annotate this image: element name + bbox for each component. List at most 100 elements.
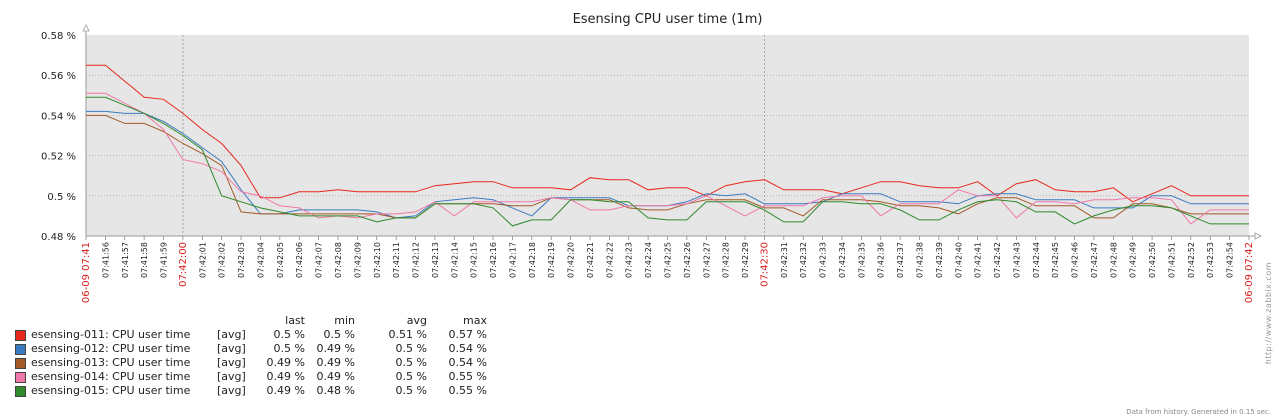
chart-area: Esensing CPU user time (1m) 0.58 % 0.56 % 0… — [41, 12, 1262, 303]
chart-title: Esensing CPU user time (1m) — [573, 12, 763, 27]
x-tick-label: 07:42:11 — [392, 242, 401, 278]
legend-series-max: 0.55 % — [448, 370, 487, 383]
legend-series-fn: [avg] — [217, 328, 246, 341]
x-tick-label: 07:42:26 — [683, 242, 692, 278]
x-tick-label: 07:42:27 — [702, 242, 711, 278]
x-tick-label: 07:42:04 — [256, 242, 265, 278]
legend-series-last: 0.49 % — [266, 356, 305, 369]
legend-series-max: 0.57 % — [448, 328, 487, 341]
x-tick-label: 07:42:09 — [353, 242, 362, 278]
legend-swatch — [15, 344, 26, 355]
x-tick-label: 07:42:54 — [1226, 242, 1235, 278]
x-tick-label: 07:42:41 — [974, 242, 983, 278]
legend-series-name: esensing-014: CPU user time — [31, 370, 191, 383]
x-axis-arrow — [1254, 232, 1262, 240]
legend-series-last: 0.5 % — [273, 328, 305, 341]
legend-series-max: 0.54 % — [448, 356, 487, 369]
x-tick-label: 07:42:24 — [644, 242, 653, 278]
legend-col-min: min — [334, 314, 355, 327]
x-tick-label: 07:42:08 — [334, 242, 343, 278]
x-tick-label: 07:42:31 — [780, 242, 789, 278]
legend-swatch — [15, 372, 26, 383]
x-tick-label: 07:42:33 — [819, 242, 828, 278]
legend-series-last: 0.5 % — [273, 342, 305, 355]
series-line-4 — [86, 92, 1249, 225]
x-tick-label: 07:42:42 — [993, 242, 1002, 278]
legend-series-avg: 0.5 % — [395, 342, 427, 355]
series-line-5 — [86, 96, 1249, 227]
x-tick-label: 07:42:51 — [1167, 242, 1176, 278]
x-tick-label: 07:42:14 — [450, 242, 459, 278]
legend-col-max: max — [463, 314, 487, 327]
x-tick-label: 07:42:19 — [547, 242, 556, 278]
x-tick-label: 07:42:37 — [896, 242, 905, 278]
legend-series-min: 0.49 % — [316, 370, 355, 383]
legend-series-min: 0.49 % — [316, 356, 355, 369]
legend-series-avg: 0.5 % — [395, 356, 427, 369]
legend-series-name: esensing-011: CPU user time — [31, 328, 191, 341]
generation-footer: Data from history. Generated in 0.15 sec… — [1126, 408, 1271, 416]
x-tick-label: 07:42:20 — [567, 242, 576, 278]
x-tick-label: 06-09 07:42 — [1244, 242, 1255, 303]
legend-series-name: esensing-012: CPU user time — [31, 342, 191, 355]
x-tick-label: 07:42:52 — [1187, 242, 1196, 278]
legend-series-name: esensing-013: CPU user time — [31, 356, 191, 369]
x-tick-label: 07:42:39 — [935, 242, 944, 278]
y-tick-label: 0.58 % — [41, 31, 76, 42]
x-tick-label: 07:42:15 — [470, 242, 479, 278]
x-tick-label: 07:42:45 — [1051, 242, 1060, 278]
y-tick-label: 0.54 % — [41, 111, 76, 122]
x-tick-label: 07:41:56 — [101, 242, 110, 278]
x-tick-label: 07:42:03 — [237, 242, 246, 278]
legend-series-min: 0.49 % — [316, 342, 355, 355]
x-tick-label: 07:42:34 — [838, 242, 847, 278]
x-tick-label: 07:42:28 — [722, 242, 731, 278]
x-tick-label: 07:42:49 — [1129, 242, 1138, 278]
x-tick-label: 07:42:22 — [605, 242, 614, 278]
legend-series-min: 0.48 % — [316, 384, 355, 397]
legend-swatch — [15, 358, 26, 369]
x-tick-label: 07:42:02 — [218, 242, 227, 278]
legend-series-max: 0.54 % — [448, 342, 487, 355]
x-tick-label: 07:42:38 — [915, 242, 924, 278]
legend-series-name: esensing-015: CPU user time — [31, 384, 191, 397]
x-tick-label: 07:42:21 — [586, 242, 595, 278]
x-tick-label: 07:42:23 — [625, 242, 634, 278]
x-tick-label: 07:41:59 — [160, 242, 169, 278]
x-tick-label: 07:42:12 — [412, 242, 421, 278]
x-tick-label: 07:42:43 — [1012, 242, 1021, 278]
x-tick-label: 07:42:30 — [759, 242, 770, 287]
series-line-1 — [86, 64, 1249, 203]
legend-series-avg: 0.51 % — [388, 328, 427, 341]
y-tick-label: 0.5 % — [47, 192, 76, 203]
legend-series-fn: [avg] — [217, 342, 246, 355]
x-tick-label: 07:42:46 — [1071, 242, 1080, 278]
x-tick-label: 07:41:57 — [121, 242, 130, 278]
legend-series-fn: [avg] — [217, 370, 246, 383]
legend-series-fn: [avg] — [217, 384, 246, 397]
x-tick-label: 06-09 07:41 — [81, 242, 92, 303]
x-tick-label: 07:42:18 — [528, 242, 537, 278]
x-tick-label: 07:42:25 — [664, 242, 673, 278]
x-tick-label: 07:42:00 — [178, 242, 189, 287]
legend-series-avg: 0.5 % — [395, 370, 427, 383]
x-tick-label: 07:42:50 — [1148, 242, 1157, 278]
x-tick-label: 07:41:58 — [140, 242, 149, 278]
x-tick-label: 07:42:01 — [198, 242, 207, 278]
x-tick-label: 07:42:06 — [295, 242, 304, 278]
legend-series-last: 0.49 % — [266, 370, 305, 383]
series-line-3 — [86, 114, 1249, 219]
x-tick-label: 07:42:44 — [1032, 242, 1041, 278]
legend-col-last: last — [285, 314, 305, 327]
legend-swatch — [15, 386, 26, 397]
legend-series-avg: 0.5 % — [395, 384, 427, 397]
x-tick-label: 07:42:10 — [373, 242, 382, 278]
x-tick-label: 07:42:40 — [954, 242, 963, 278]
legend-swatch — [15, 330, 26, 341]
x-tick-label: 07:42:17 — [508, 242, 517, 278]
x-tick-label: 07:42:35 — [857, 242, 866, 278]
x-tick-label: 07:42:16 — [489, 242, 498, 278]
y-tick-label: 0.56 % — [41, 71, 76, 82]
legend-series-max: 0.55 % — [448, 384, 487, 397]
x-tick-label: 07:42:05 — [276, 242, 285, 278]
